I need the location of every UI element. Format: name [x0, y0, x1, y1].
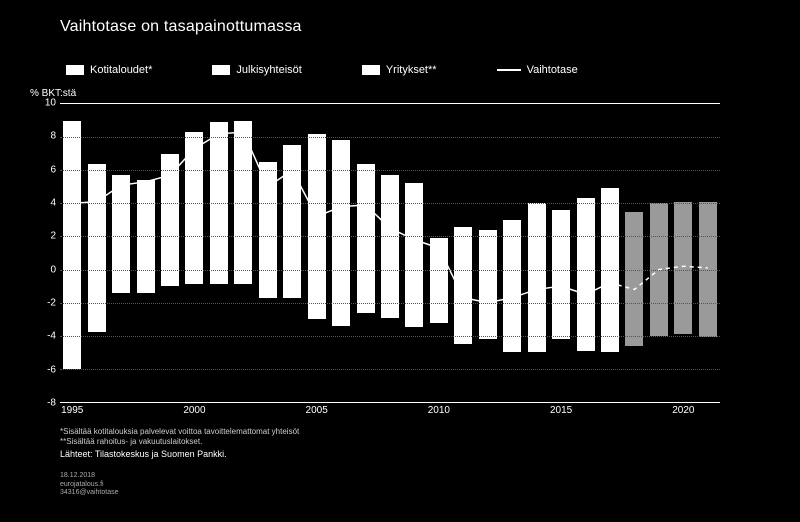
y-axis: -8-6-4-20246810 [32, 103, 60, 403]
line-layer [60, 104, 720, 402]
y-tick-label: 0 [50, 264, 56, 275]
y-tick-label: 8 [50, 131, 56, 142]
grid-line [60, 137, 720, 138]
x-tick-label: 2010 [428, 405, 450, 416]
legend-label: Julkisyhteisöt [236, 64, 301, 76]
plot-area: -8-6-4-20246810 199520002005201020152020 [60, 103, 720, 403]
bar-swatch-icon [212, 65, 230, 75]
x-axis: 1995 2000 2005 2010 2015 2020 [60, 405, 720, 421]
y-tick-label: -6 [47, 364, 56, 375]
bar-swatch-icon [66, 65, 84, 75]
grid-line [60, 203, 720, 204]
y-tick-label: 4 [50, 198, 56, 209]
stamp-site: eurojatalous.fi [60, 481, 772, 489]
chart-page: Vaihtotase on tasapainottumassa Kotitalo… [0, 0, 800, 522]
x-tick-label: 2020 [672, 405, 694, 416]
grid-line [60, 303, 720, 304]
legend-item-julkisyhteisot: Julkisyhteisöt [212, 64, 301, 76]
legend-item-yritykset: Yritykset** [362, 64, 437, 76]
x-tick-label: 1995 [61, 405, 83, 416]
legend-label: Yritykset** [386, 64, 437, 76]
date-stamp: 18.12.2018 eurojatalous.fi 34316@vaihtot… [60, 472, 772, 497]
legend-item-kotitaloudet: Kotitaloudet* [66, 64, 152, 76]
x-tick-label: 2005 [306, 405, 328, 416]
y-tick-label: -4 [47, 331, 56, 342]
legend-label: Vaihtotase [527, 64, 578, 76]
footnotes: *Sisältää kotitalouksia palvelevat voitt… [60, 427, 772, 460]
grid-line [60, 369, 720, 370]
legend-label: Kotitaloudet* [90, 64, 152, 76]
plot [60, 103, 720, 403]
grid-line [60, 336, 720, 337]
y-tick-label: 6 [50, 164, 56, 175]
y-tick-label: 10 [45, 98, 56, 109]
y-tick-label: -8 [47, 398, 56, 409]
sources: Lähteet: Tilastokeskus ja Suomen Pankki. [60, 449, 772, 460]
footnote-1: *Sisältää kotitalouksia palvelevat voitt… [60, 427, 772, 437]
line-swatch-icon [497, 69, 521, 71]
legend-item-vaihtotase: Vaihtotase [497, 64, 578, 76]
x-tick-label: 2015 [550, 405, 572, 416]
chart-title: Vaihtotase on tasapainottumassa [60, 18, 772, 36]
y-axis-label: % BKT:stä [30, 88, 772, 99]
grid-line [60, 170, 720, 171]
stamp-id: 34316@vaihtotase [60, 489, 772, 497]
grid-line [60, 270, 720, 271]
legend: Kotitaloudet* Julkisyhteisöt Yritykset**… [66, 64, 772, 76]
y-tick-label: 2 [50, 231, 56, 242]
vaihtotase-line [72, 132, 610, 303]
y-tick-label: -2 [47, 298, 56, 309]
grid-line [60, 236, 720, 237]
bar-swatch-icon [362, 65, 380, 75]
x-tick-label: 2000 [183, 405, 205, 416]
stamp-date: 18.12.2018 [60, 472, 772, 480]
footnote-2: **Sisältää rahoitus- ja vakuutuslaitokse… [60, 437, 772, 447]
